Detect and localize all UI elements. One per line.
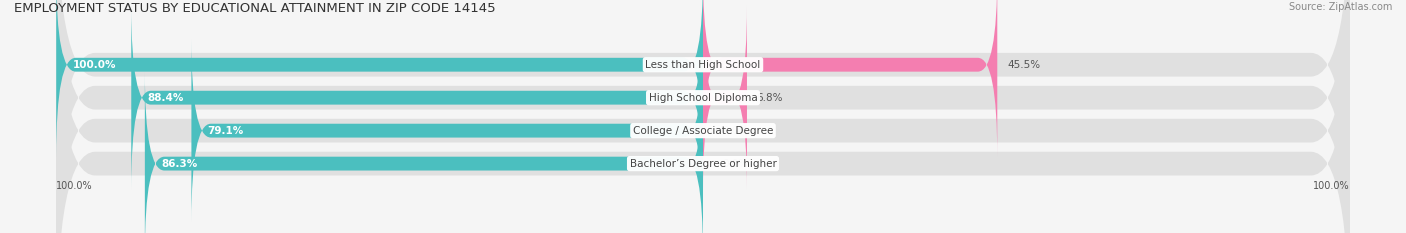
Text: Bachelor’s Degree or higher: Bachelor’s Degree or higher [630, 159, 776, 169]
Text: 100.0%: 100.0% [73, 60, 115, 70]
Text: 100.0%: 100.0% [1313, 181, 1350, 191]
FancyBboxPatch shape [56, 0, 1350, 233]
FancyBboxPatch shape [56, 0, 703, 157]
Text: EMPLOYMENT STATUS BY EDUCATIONAL ATTAINMENT IN ZIP CODE 14145: EMPLOYMENT STATUS BY EDUCATIONAL ATTAINM… [14, 2, 496, 15]
Text: College / Associate Degree: College / Associate Degree [633, 126, 773, 136]
FancyBboxPatch shape [703, 0, 997, 157]
Text: 0.0%: 0.0% [723, 126, 748, 136]
FancyBboxPatch shape [131, 6, 703, 190]
Text: Source: ZipAtlas.com: Source: ZipAtlas.com [1288, 2, 1392, 12]
FancyBboxPatch shape [191, 39, 703, 223]
FancyBboxPatch shape [56, 0, 1350, 233]
Text: 88.4%: 88.4% [148, 93, 184, 103]
Text: 45.5%: 45.5% [1007, 60, 1040, 70]
Text: 6.8%: 6.8% [756, 93, 783, 103]
FancyBboxPatch shape [703, 6, 747, 190]
Text: High School Diploma: High School Diploma [648, 93, 758, 103]
Legend: In Labor Force, Unemployed: In Labor Force, Unemployed [612, 229, 794, 233]
Text: 100.0%: 100.0% [56, 181, 93, 191]
Text: Less than High School: Less than High School [645, 60, 761, 70]
FancyBboxPatch shape [145, 72, 703, 233]
Text: 79.1%: 79.1% [208, 126, 243, 136]
Text: 0.0%: 0.0% [723, 159, 748, 169]
FancyBboxPatch shape [56, 0, 1350, 233]
FancyBboxPatch shape [56, 0, 1350, 233]
Text: 86.3%: 86.3% [162, 159, 197, 169]
